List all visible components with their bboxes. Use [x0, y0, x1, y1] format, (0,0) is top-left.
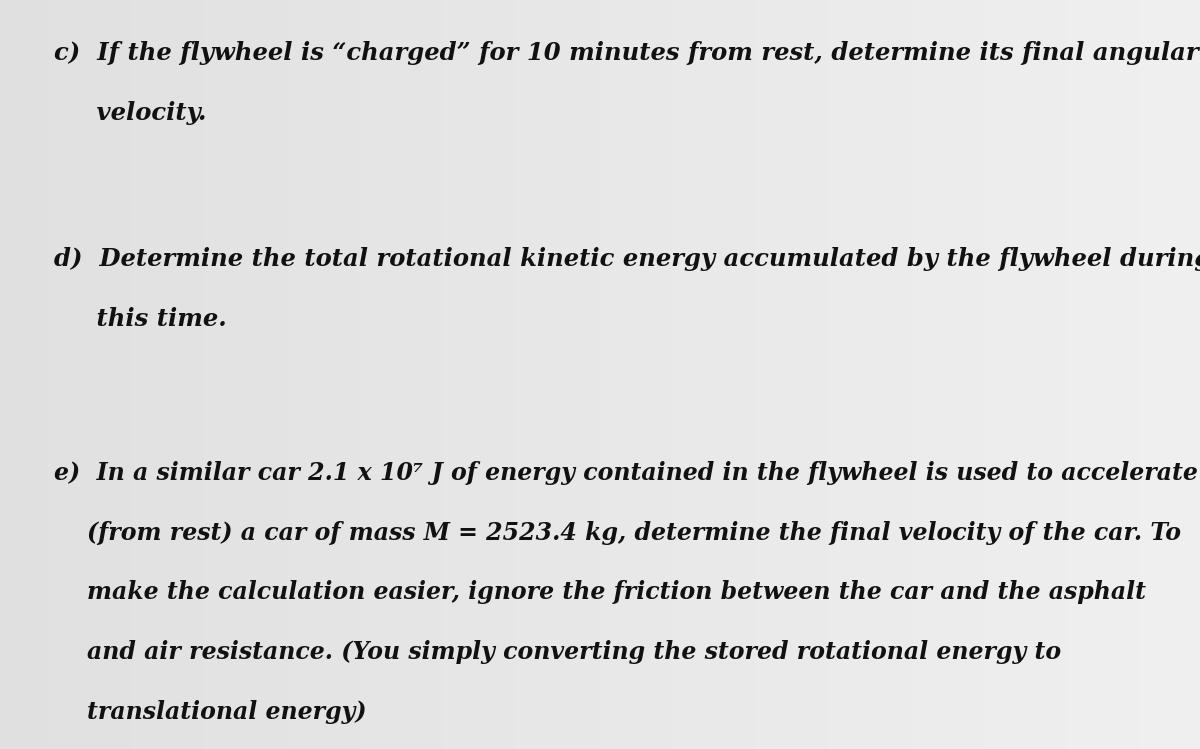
Text: make the calculation easier, ignore the friction between the car and the asphalt: make the calculation easier, ignore the … [54, 580, 1146, 604]
Text: this time.: this time. [54, 307, 227, 331]
Text: and air resistance. (You simply converting the stored rotational energy to: and air resistance. (You simply converti… [54, 640, 1061, 664]
Text: (from rest) a car of mass M = 2523.4 kg, determine the final velocity of the car: (from rest) a car of mass M = 2523.4 kg,… [54, 521, 1181, 545]
Text: d)  Determine the total rotational kinetic energy accumulated by the flywheel du: d) Determine the total rotational kineti… [54, 247, 1200, 271]
Text: velocity.: velocity. [54, 101, 206, 125]
Text: translational energy): translational energy) [54, 700, 366, 724]
Text: e)  In a similar car 2.1 x 10⁷ J of energy contained in the flywheel is used to : e) In a similar car 2.1 x 10⁷ J of energ… [54, 461, 1198, 485]
Text: c)  If the flywheel is “charged” for 10 minutes from rest, determine its final a: c) If the flywheel is “charged” for 10 m… [54, 41, 1199, 65]
